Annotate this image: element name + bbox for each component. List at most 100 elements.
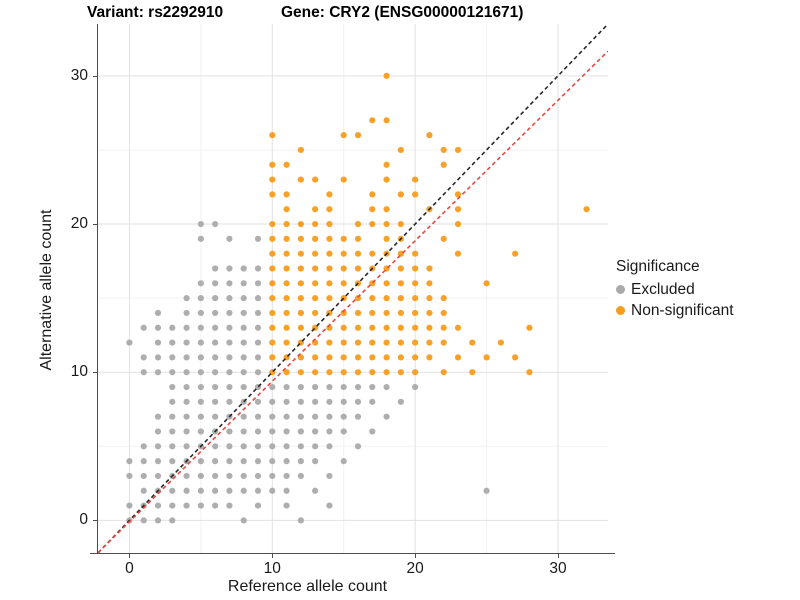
data-point [354, 250, 362, 257]
data-point [226, 502, 233, 509]
data-point [369, 428, 376, 435]
data-point [340, 176, 347, 183]
data-point [154, 309, 162, 317]
data-point [369, 295, 376, 302]
data-point [483, 487, 490, 494]
data-point [354, 398, 362, 405]
data-point [297, 443, 304, 450]
x-axis-title: Reference allele count [227, 578, 388, 595]
data-point [454, 220, 462, 228]
data-point [297, 220, 304, 228]
y-tick [93, 520, 97, 522]
y-tick [93, 372, 97, 374]
data-point [297, 146, 304, 154]
data-point [497, 339, 504, 346]
data-point [212, 280, 219, 287]
y-axis-title: Alternative allele count [38, 209, 55, 371]
data-point [412, 339, 419, 346]
data-point [297, 324, 304, 331]
data-point [354, 369, 362, 376]
data-point [326, 295, 333, 302]
data-point [169, 339, 176, 346]
data-point [340, 132, 347, 139]
data-point [354, 265, 362, 272]
data-point [212, 309, 219, 317]
data-point [212, 487, 219, 494]
data-point [454, 324, 462, 331]
data-point [212, 472, 219, 480]
data-point [312, 398, 319, 405]
data-point [283, 250, 290, 257]
y-tick-label: 20 [70, 215, 88, 233]
data-point [412, 250, 419, 257]
data-point [212, 369, 219, 376]
data-point [426, 295, 433, 302]
data-point [312, 250, 319, 257]
data-point [312, 295, 319, 302]
data-point [197, 428, 204, 435]
y-tick-label: 30 [70, 66, 88, 84]
data-point [426, 132, 433, 139]
data-point [169, 517, 176, 524]
data-point [269, 398, 276, 405]
data-point [226, 398, 233, 405]
data-point [183, 295, 190, 302]
data-point [369, 354, 376, 361]
data-point [297, 383, 304, 391]
data-point [197, 383, 204, 391]
data-point [240, 383, 247, 391]
data-point [354, 235, 362, 242]
data-point [383, 161, 390, 168]
data-point [269, 458, 276, 465]
data-point [369, 398, 376, 405]
data-point [183, 413, 190, 420]
data-point [383, 295, 390, 302]
data-point [312, 369, 319, 376]
data-point [269, 472, 276, 480]
legend-item-non-significant[interactable]: Non-significant [616, 300, 796, 321]
data-point [312, 265, 319, 272]
data-point [340, 235, 347, 242]
data-point [340, 250, 347, 257]
data-point [197, 487, 204, 494]
data-point [340, 369, 347, 376]
data-point [397, 265, 404, 272]
data-point [326, 383, 333, 391]
data-point [269, 280, 276, 287]
data-point [226, 354, 233, 361]
data-point [297, 295, 304, 302]
data-point [412, 176, 419, 183]
data-point [140, 472, 147, 480]
plot-area [98, 24, 608, 553]
data-point [469, 369, 476, 376]
gridlines-minor [98, 24, 608, 553]
data-point [397, 191, 404, 198]
data-point [283, 487, 290, 494]
data-point [283, 443, 290, 450]
data-point [226, 428, 233, 435]
data-point [169, 458, 176, 465]
data-point [197, 413, 204, 420]
data-point [412, 265, 419, 272]
data-point [283, 191, 290, 198]
data-point [212, 398, 219, 405]
data-point [226, 235, 233, 242]
data-point [240, 487, 247, 494]
data-point [369, 206, 376, 213]
x-axis-line [90, 553, 615, 554]
data-point [169, 369, 176, 376]
reference-line-identity [98, 24, 608, 553]
data-point [426, 280, 433, 287]
data-point [326, 220, 333, 228]
data-point [169, 398, 176, 405]
data-point [269, 443, 276, 450]
data-point [169, 443, 176, 450]
legend-item-excluded[interactable]: Excluded [616, 279, 796, 300]
data-point [212, 458, 219, 465]
x-tick [558, 554, 559, 558]
data-point [397, 280, 404, 287]
data-point [383, 413, 390, 420]
data-point [254, 354, 262, 361]
data-point [154, 443, 162, 450]
data-point [326, 428, 333, 435]
